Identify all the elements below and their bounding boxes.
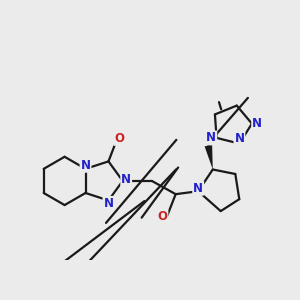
- Text: N: N: [80, 159, 91, 172]
- Polygon shape: [205, 145, 213, 170]
- Text: O: O: [114, 132, 124, 145]
- Text: N: N: [234, 132, 244, 145]
- Text: N: N: [193, 182, 203, 195]
- Text: N: N: [206, 131, 216, 144]
- Text: N: N: [121, 173, 131, 186]
- Text: N: N: [103, 197, 113, 210]
- Text: N: N: [252, 117, 262, 130]
- Text: O: O: [158, 210, 167, 223]
